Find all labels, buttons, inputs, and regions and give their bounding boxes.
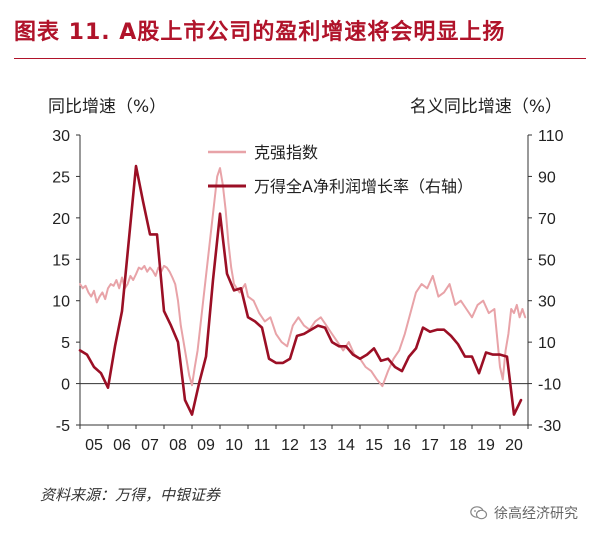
x-tick-label: 18 <box>449 437 467 454</box>
left-tick-label: 5 <box>61 335 70 352</box>
x-tick-label: 16 <box>393 437 411 454</box>
left-tick-label: 30 <box>52 128 70 145</box>
left-tick-label: 15 <box>52 252 70 269</box>
right-tick-label: 70 <box>538 211 556 228</box>
keqiang-index-line <box>79 167 527 388</box>
watermark: 徐高经济研究 <box>470 503 578 523</box>
wechat-icon <box>470 506 488 520</box>
right-tick-label: 50 <box>538 252 556 269</box>
left-tick-label: -5 <box>56 418 70 435</box>
x-tick-label: 12 <box>281 437 299 454</box>
x-tick-label: 09 <box>197 437 215 454</box>
left-tick-label: 10 <box>52 294 70 311</box>
x-tick-label: 15 <box>365 437 383 454</box>
right-tick-label: 30 <box>538 294 556 311</box>
x-tick-label: 13 <box>309 437 327 454</box>
left-axis-title: 同比增速（%） <box>48 97 167 117</box>
x-tick-label: 17 <box>421 437 439 454</box>
legend-label: 克强指数 <box>254 143 318 162</box>
right-tick-label: -30 <box>538 418 561 435</box>
x-tick-label: 08 <box>169 437 187 454</box>
x-tick-label: 06 <box>113 437 131 454</box>
x-tick-label: 20 <box>505 437 523 454</box>
title-divider <box>14 58 586 59</box>
x-tick-label: 07 <box>141 437 159 454</box>
left-tick-label: 0 <box>61 377 70 394</box>
x-tick-label: 19 <box>477 437 495 454</box>
right-tick-label: 10 <box>538 335 556 352</box>
x-tick-label: 05 <box>85 437 103 454</box>
watermark-text: 徐高经济研究 <box>494 506 578 522</box>
source-note: 资料来源：万得，中银证券 <box>40 486 221 504</box>
legend-label: 万得全A净利润增长率（右轴） <box>254 177 473 196</box>
right-tick-label: 110 <box>538 128 564 145</box>
x-tick-label: 14 <box>337 437 355 454</box>
right-tick-label: -10 <box>538 377 561 394</box>
chart-title: 图表 11. A股上市公司的盈利增速将会明显上扬 <box>14 20 506 45</box>
chart-series <box>78 164 527 416</box>
x-tick-label: 10 <box>225 437 243 454</box>
left-tick-label: 20 <box>52 211 70 228</box>
net-profit-growth-line <box>78 164 523 416</box>
right-axis-title: 名义同比增速（%） <box>409 97 562 117</box>
left-tick-label: 25 <box>52 169 70 186</box>
x-tick-label: 11 <box>254 437 271 454</box>
right-tick-label: 90 <box>538 169 556 186</box>
